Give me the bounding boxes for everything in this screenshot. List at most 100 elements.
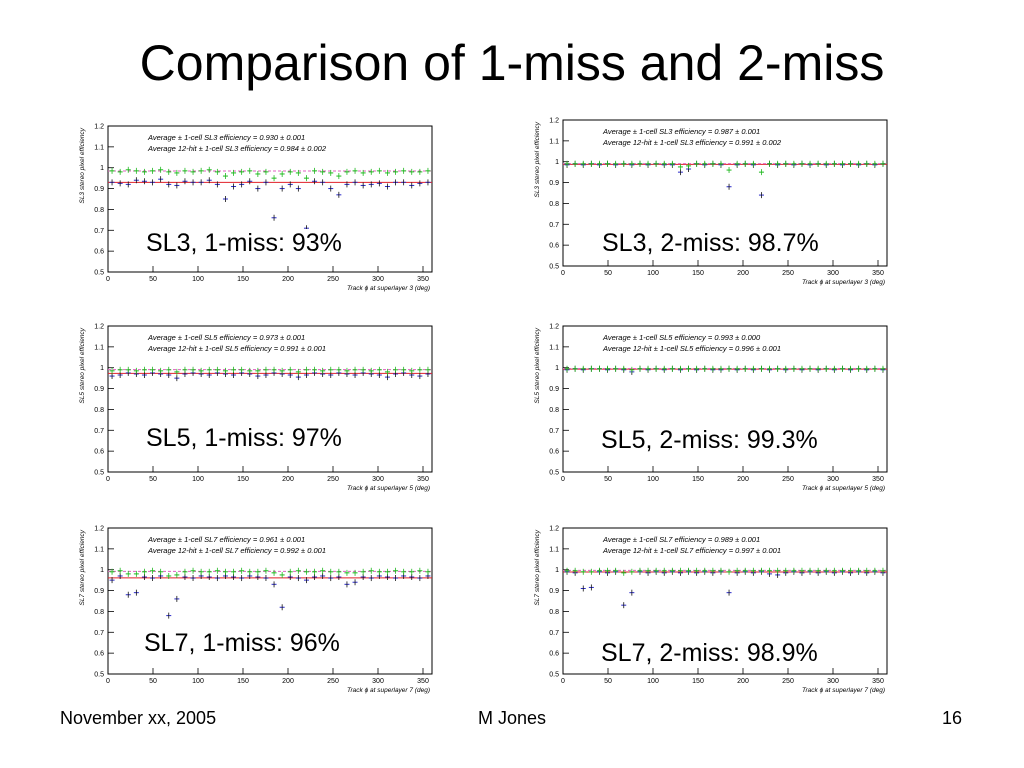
data-point-12hit (637, 160, 643, 167)
data-point-1cell (287, 181, 293, 188)
data-point-1cell (263, 179, 269, 186)
data-point-12hit (864, 365, 870, 372)
chart-caption: SL3, 2-miss: 98.7% (600, 229, 821, 258)
legend-entry: Average 12-hit ± 1-cell SL7 efficiency =… (602, 546, 781, 555)
data-point-1cell (287, 372, 293, 379)
data-point-1cell (174, 375, 180, 382)
y-tick-label: 0.9 (549, 386, 559, 393)
data-point-12hit (702, 365, 708, 372)
data-point-12hit (588, 160, 594, 167)
data-point-1cell (263, 372, 269, 379)
data-point-12hit (287, 366, 293, 373)
x-tick-label: 300 (372, 476, 384, 483)
data-point-12hit (872, 567, 878, 574)
data-point-12hit (815, 365, 821, 372)
data-point-12hit (702, 160, 708, 167)
data-point-12hit (125, 570, 131, 577)
data-point-12hit (247, 568, 253, 575)
data-point-12hit (726, 365, 732, 372)
data-point-12hit (588, 365, 594, 372)
legend-entry: Average ± 1-cell SL7 efficiency = 0.989 … (602, 535, 760, 544)
y-tick-label: 0.6 (94, 651, 104, 658)
data-point-1cell (588, 584, 594, 591)
data-point-12hit (263, 366, 269, 373)
y-tick-label: 1 (100, 365, 104, 372)
data-point-12hit (686, 162, 692, 169)
x-tick-label: 100 (647, 476, 659, 483)
data-point-1cell (174, 182, 180, 189)
y-tick-label: 0.8 (94, 609, 104, 616)
data-point-12hit (661, 365, 667, 372)
x-tick-label: 350 (872, 270, 884, 277)
x-tick-label: 350 (872, 476, 884, 483)
data-point-12hit (344, 367, 350, 374)
data-point-1cell (190, 179, 196, 186)
data-point-12hit (799, 160, 805, 167)
legend-entry: Average ± 1-cell SL3 efficiency = 0.987 … (602, 127, 760, 136)
data-point-12hit (239, 168, 245, 175)
legend-entry: Average ± 1-cell SL3 efficiency = 0.930 … (147, 133, 305, 142)
data-point-1cell (141, 574, 147, 581)
y-tick-label: 0.8 (94, 207, 104, 214)
legend-entry: Average 12-hit ± 1-cell SL7 efficiency =… (147, 546, 326, 555)
data-point-12hit (368, 168, 374, 175)
data-point-12hit (694, 160, 700, 167)
data-point-12hit (174, 571, 180, 578)
x-tick-label: 350 (417, 276, 429, 283)
data-point-12hit (734, 160, 740, 167)
data-point-1cell (352, 579, 358, 586)
data-point-12hit (726, 568, 732, 575)
data-point-12hit (653, 567, 659, 574)
data-point-12hit (174, 169, 180, 176)
data-point-12hit (791, 365, 797, 372)
data-point-12hit (368, 567, 374, 574)
data-point-1cell (328, 185, 334, 192)
data-point-12hit (637, 567, 643, 574)
data-point-1cell (425, 179, 431, 186)
data-point-12hit (117, 168, 123, 175)
y-tick-label: 0.9 (549, 588, 559, 595)
data-point-1cell (312, 178, 318, 185)
data-point-1cell (320, 179, 326, 186)
data-point-12hit (572, 365, 578, 372)
data-point-12hit (295, 169, 301, 176)
data-point-1cell (125, 591, 131, 598)
data-point-12hit (669, 160, 675, 167)
data-point-12hit (848, 160, 854, 167)
data-point-12hit (401, 366, 407, 373)
y-axis-label: SL7 stereo pixel efficiency (534, 529, 541, 605)
data-point-12hit (783, 567, 789, 574)
data-point-12hit (613, 365, 619, 372)
data-point-12hit (117, 366, 123, 373)
data-point-12hit (393, 366, 399, 373)
data-point-1cell (360, 182, 366, 189)
data-point-12hit (677, 163, 683, 170)
data-point-12hit (255, 170, 261, 177)
y-axis-label: SL5 stereo pixel efficiency (534, 327, 541, 403)
data-point-12hit (344, 168, 350, 175)
x-tick-label: 300 (827, 678, 839, 685)
data-point-12hit (767, 567, 773, 574)
data-point-12hit (839, 160, 845, 167)
data-point-1cell (109, 179, 115, 186)
x-tick-label: 250 (782, 476, 794, 483)
data-point-12hit (352, 366, 358, 373)
data-point-1cell (303, 372, 309, 379)
data-point-12hit (206, 568, 212, 575)
data-point-12hit (360, 169, 366, 176)
data-point-1cell (198, 179, 204, 186)
data-point-12hit (214, 567, 220, 574)
data-point-12hit (718, 365, 724, 372)
y-tick-label: 0.7 (94, 228, 104, 235)
data-point-12hit (669, 567, 675, 574)
data-point-12hit (686, 365, 692, 372)
chart-panel-sl3-2miss: 0.5 0.6 0.7 0.8 0.9 1 1.1 1.2 0 50 100 150 200 250 300… (527, 112, 893, 292)
data-point-12hit (222, 367, 228, 374)
y-tick-label: 1.1 (94, 546, 104, 553)
data-point-12hit (629, 366, 635, 373)
data-point-1cell (352, 372, 358, 379)
x-tick-label: 150 (692, 678, 704, 685)
data-point-12hit (328, 169, 334, 176)
data-point-12hit (880, 160, 886, 167)
data-point-12hit (222, 173, 228, 180)
